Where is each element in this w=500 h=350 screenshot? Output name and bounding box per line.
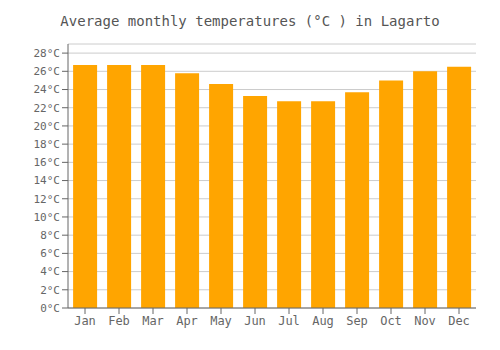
svg-text:Jun: Jun [244,314,266,328]
svg-text:6°C: 6°C [40,247,60,260]
svg-text:Apr: Apr [176,314,198,328]
svg-text:24°C: 24°C [34,83,61,96]
svg-text:Feb: Feb [108,314,130,328]
svg-text:Dec: Dec [448,314,470,328]
svg-text:Sep: Sep [346,314,368,328]
svg-text:4°C: 4°C [40,265,60,278]
svg-text:12°C: 12°C [34,193,61,206]
svg-text:Jan: Jan [74,314,96,328]
svg-text:0°C: 0°C [40,302,60,315]
svg-text:Mar: Mar [142,314,164,328]
svg-text:Aug: Aug [312,314,334,328]
svg-text:18°C: 18°C [34,138,61,151]
svg-text:20°C: 20°C [34,120,61,133]
svg-text:Nov: Nov [414,314,436,328]
svg-text:16°C: 16°C [34,156,61,169]
svg-text:10°C: 10°C [34,211,61,224]
svg-text:26°C: 26°C [34,65,61,78]
svg-text:14°C: 14°C [34,174,61,187]
svg-text:28°C: 28°C [34,47,61,60]
svg-text:2°C: 2°C [40,284,60,297]
svg-text:Oct: Oct [380,314,402,328]
svg-text:Jul: Jul [278,314,300,328]
html-text:Average monthly temperatures (: Average monthly temperatures (°C ) in La… [60,13,440,29]
svg-text:22°C: 22°C [34,102,61,115]
svg-text:May: May [210,314,232,328]
svg-text:8°C: 8°C [40,229,60,242]
